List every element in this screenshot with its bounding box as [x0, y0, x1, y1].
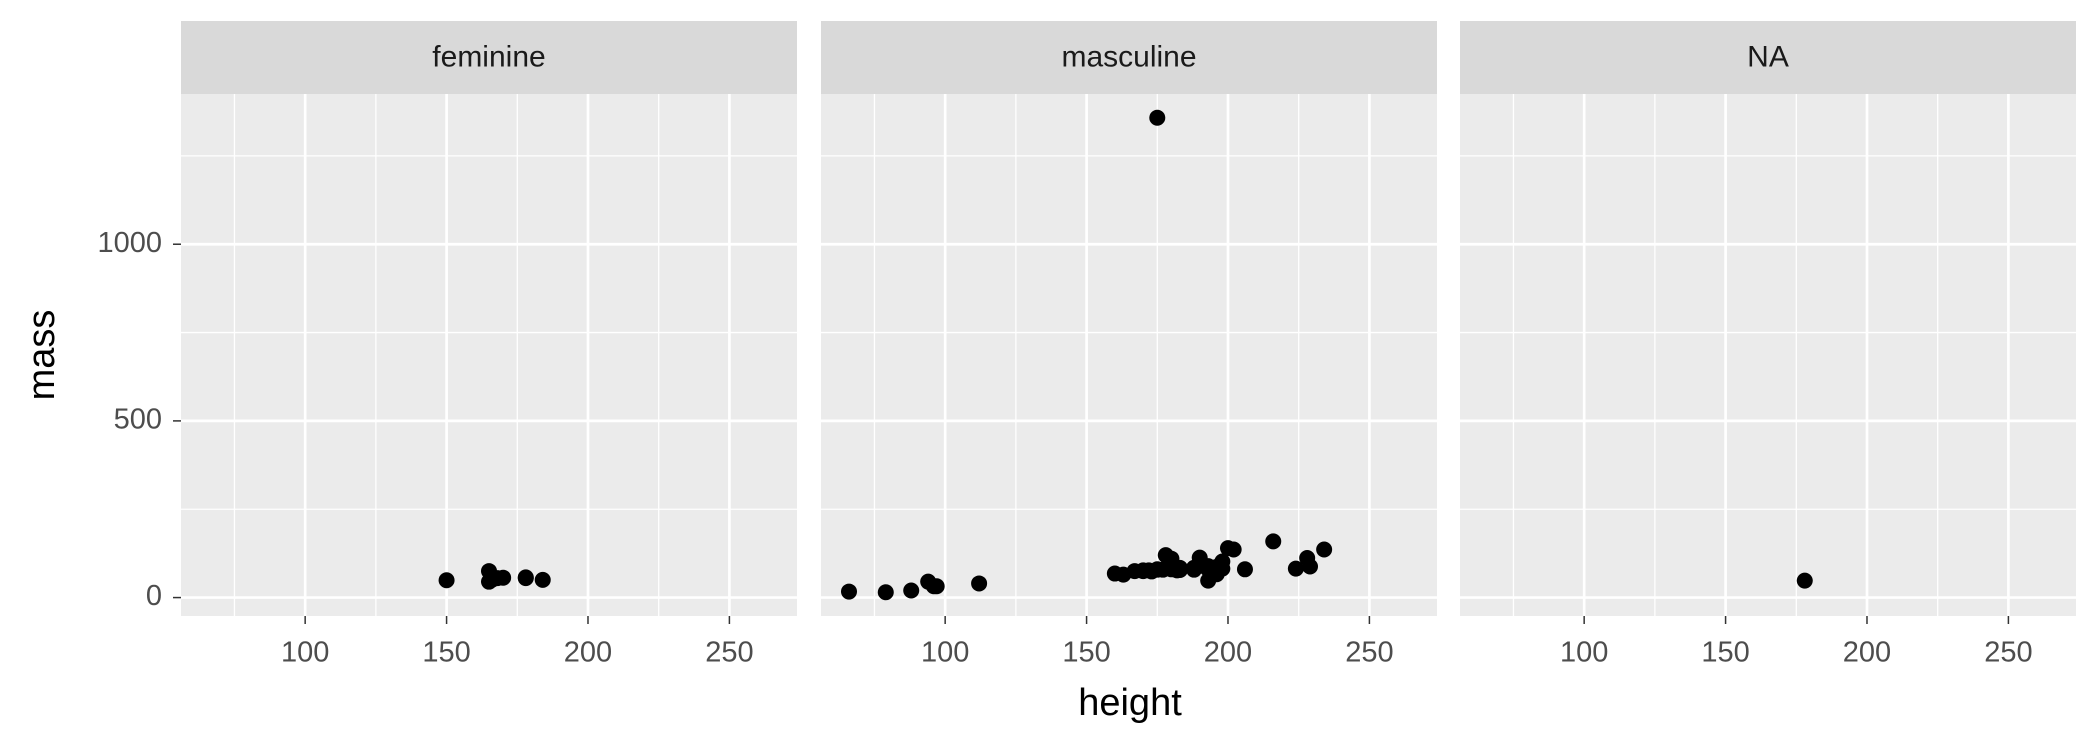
point	[1115, 566, 1132, 583]
x-tick-label: 100	[921, 637, 969, 669]
strip-label: NA	[1747, 40, 1789, 73]
point	[517, 569, 534, 586]
point	[920, 573, 937, 590]
y-tick-label: 0	[146, 580, 162, 612]
x-axis-title: height	[1078, 682, 1182, 724]
point	[1287, 560, 1304, 577]
x-tick-label: 150	[1062, 637, 1110, 669]
point	[1265, 533, 1282, 550]
point	[841, 583, 857, 600]
x-tick-label: 100	[281, 637, 329, 669]
point	[1796, 572, 1813, 589]
point	[438, 572, 455, 589]
strip-label: feminine	[432, 40, 545, 73]
point	[1219, 540, 1236, 557]
x-tick-label: 200	[1843, 637, 1891, 669]
point	[1135, 563, 1152, 580]
strip	[821, 21, 1437, 94]
point	[534, 571, 551, 588]
y-tick-label: 1000	[97, 227, 162, 259]
panel-background	[181, 94, 797, 616]
x-tick-label: 150	[1701, 637, 1749, 669]
x-tick-label: 100	[1560, 637, 1608, 669]
point	[1171, 561, 1188, 578]
x-tick-label: 200	[564, 637, 612, 669]
point	[903, 582, 920, 599]
x-tick-label: 200	[1204, 637, 1252, 669]
x-tick-label: 250	[1984, 637, 2032, 669]
point	[1200, 561, 1217, 578]
strip	[181, 21, 797, 94]
point	[1200, 572, 1217, 589]
point	[1149, 561, 1166, 578]
panel-background	[821, 94, 1437, 616]
point	[1316, 541, 1333, 558]
panel-background	[1460, 94, 2076, 616]
strip	[1460, 21, 2076, 94]
point	[971, 575, 988, 592]
point	[877, 584, 894, 601]
x-tick-label: 250	[1345, 637, 1393, 669]
point	[1236, 561, 1253, 578]
point	[1186, 561, 1203, 578]
x-tick-label: 250	[705, 637, 753, 669]
point	[1302, 558, 1319, 575]
strip-label: masculine	[1061, 40, 1196, 73]
y-tick-label: 500	[114, 404, 162, 436]
point	[489, 570, 506, 587]
point	[1214, 553, 1231, 570]
x-tick-label: 150	[422, 637, 470, 669]
y-axis-title: mass	[21, 310, 63, 401]
point	[1149, 109, 1166, 126]
